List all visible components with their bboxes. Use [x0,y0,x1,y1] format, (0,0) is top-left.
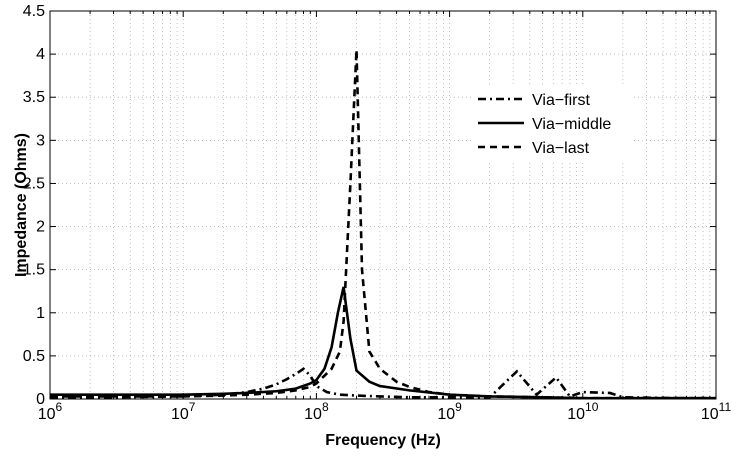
x-tick-label: 107 [171,400,196,423]
series-line-1 [50,367,716,400]
plot-frame [49,10,717,400]
x-tick-label: 106 [38,400,63,423]
x-tick-exponent: 7 [189,400,196,414]
x-tick-label: 1010 [567,400,598,423]
y-tick-labels: 0 0.5 1 1.5 2 2.5 3 3.5 4 4.5 [23,3,45,408]
x-tick-base: 10 [171,406,189,423]
x-tick-exponent: 8 [322,400,329,414]
legend-label-1: Via−first [532,92,591,109]
y-tick-label: 4.5 [23,3,45,20]
y-axis-title: Impedance (Ohms) [13,133,30,277]
y-tick-label: 2.5 [23,175,45,192]
y-tick-label: 1.5 [23,262,45,279]
x-tick-labels: 106 107 108 109 1010 1011 [38,400,732,423]
legend: Via−first Via−middle Via−last [472,84,632,160]
x-tick-base: 10 [437,406,455,423]
x-tick-label: 108 [304,400,329,423]
x-tick-exponent: 6 [56,400,63,414]
x-tick-label: 1011 [701,400,732,423]
legend-label-3: Via−last [532,140,590,157]
x-tick-label: 109 [437,400,462,423]
tick-marks [49,10,717,400]
x-tick-exponent: 9 [455,400,462,414]
x-tick-exponent: 11 [719,400,732,414]
y-tick-label: 3.5 [23,89,45,106]
x-tick-base: 10 [304,406,322,423]
y-tick-label: 0.5 [23,348,45,365]
y-tick-label: 4 [36,46,45,63]
x-tick-base: 10 [567,406,585,423]
x-tick-base: 10 [38,406,56,423]
x-tick-base: 10 [701,406,719,423]
y-tick-label: 3 [36,132,45,149]
legend-label-2: Via−middle [532,116,611,133]
grid-lines [50,11,716,399]
y-tick-label: 1 [36,305,45,322]
y-tick-label: 2 [36,219,45,236]
y-tick-label: 0 [36,391,45,408]
x-tick-exponent: 10 [585,400,599,414]
x-axis-title: Frequency (Hz) [325,432,441,449]
